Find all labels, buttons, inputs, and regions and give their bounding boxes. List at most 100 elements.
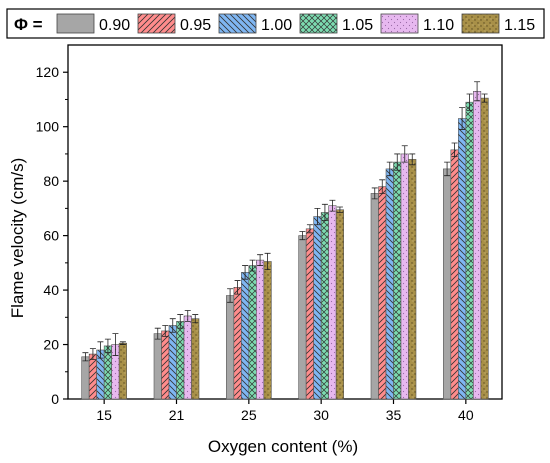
error-bar — [386, 161, 393, 177]
bar — [393, 161, 402, 400]
bar — [103, 345, 112, 400]
bar — [408, 159, 417, 400]
bar — [226, 295, 235, 400]
error-bar — [234, 280, 241, 295]
error-bar — [371, 187, 378, 200]
legend-swatch — [380, 13, 419, 34]
y-tick-label: 0 — [51, 391, 59, 407]
bar — [88, 353, 97, 400]
x-tick-label: 30 — [313, 407, 329, 423]
error-bar — [299, 231, 306, 241]
x-axis-label: Oxygen content (%) — [208, 437, 358, 456]
x-tick-label: 15 — [96, 407, 112, 423]
bar — [183, 315, 192, 400]
error-bar — [264, 252, 271, 271]
y-tick-label: 100 — [36, 119, 60, 135]
error-bar — [401, 145, 408, 163]
legend-swatch — [137, 13, 176, 34]
bar — [313, 216, 322, 400]
error-bar — [451, 142, 458, 158]
error-bar — [329, 199, 336, 212]
bar — [480, 97, 489, 400]
y-tick-label: 20 — [43, 337, 59, 353]
bar — [473, 90, 482, 400]
x-tick-label: 40 — [458, 407, 474, 423]
legend-swatch — [56, 13, 95, 34]
legend-swatch — [299, 13, 338, 34]
bar — [176, 321, 185, 400]
legend-label: 0.95 — [180, 17, 211, 34]
plot-area: 0 20 40 60 80 100 120 15 21 25 30 35 40 — [36, 44, 503, 423]
error-bar — [97, 341, 104, 359]
error-bar — [394, 153, 401, 171]
bar — [118, 342, 127, 400]
bar — [450, 149, 459, 400]
error-bar — [89, 348, 96, 360]
x-tick-label: 25 — [241, 407, 257, 423]
legend-swatch — [461, 13, 500, 34]
bar — [256, 259, 265, 400]
error-bar — [177, 314, 184, 329]
error-bar — [466, 93, 473, 111]
legend-box — [6, 8, 545, 39]
error-bar — [321, 203, 328, 222]
error-bar — [104, 338, 111, 354]
error-bar — [306, 224, 313, 234]
bar — [458, 118, 467, 400]
error-bar — [444, 161, 451, 177]
bar — [191, 318, 200, 400]
error-bar — [249, 259, 256, 272]
bar — [400, 153, 409, 400]
error-bar — [82, 352, 89, 362]
error-bar — [154, 327, 161, 340]
x-tick-label: 21 — [169, 407, 185, 423]
x-tick-label: 35 — [386, 407, 402, 423]
bar — [153, 333, 162, 400]
bar — [465, 101, 474, 400]
legend-label: 1.15 — [504, 17, 535, 34]
error-bar — [162, 325, 169, 337]
error-bar — [474, 81, 481, 102]
bar — [233, 287, 242, 400]
bar — [320, 212, 329, 400]
error-bar — [192, 314, 199, 324]
bar — [305, 228, 314, 400]
bar — [248, 265, 257, 400]
bar — [370, 193, 379, 400]
bar — [241, 272, 250, 400]
error-bar — [242, 265, 249, 280]
legend-label: 1.10 — [423, 17, 454, 34]
error-bar — [459, 107, 466, 130]
y-tick-label: 120 — [36, 64, 60, 80]
bar — [328, 205, 337, 400]
y-tick-label: 40 — [43, 282, 59, 298]
error-bar — [119, 341, 126, 345]
bar — [335, 209, 344, 400]
error-bar — [314, 207, 321, 226]
legend-title: Φ = — [14, 15, 43, 34]
bar — [168, 325, 177, 400]
y-axis-label: Flame velocity (cm/s) — [8, 158, 27, 319]
bar — [81, 356, 90, 400]
bar — [263, 261, 272, 400]
legend-label: 0.90 — [99, 17, 130, 34]
y-tick-label: 80 — [43, 173, 59, 189]
legend: Φ = 0.90 0.95 1.00 1.05 1.10 1.15 — [6, 8, 545, 39]
error-bar — [409, 153, 416, 166]
error-bar — [336, 206, 343, 213]
bar — [298, 235, 307, 400]
bar — [161, 330, 170, 400]
plot-frame — [67, 44, 503, 400]
error-bar — [169, 318, 176, 333]
bar — [378, 186, 387, 400]
y-tick-label: 60 — [43, 228, 59, 244]
bar — [385, 168, 394, 400]
legend-label: 1.05 — [342, 17, 373, 34]
error-bar — [481, 93, 488, 103]
error-bar — [184, 310, 191, 322]
bar — [443, 168, 452, 400]
error-bar — [257, 254, 264, 266]
error-bar — [112, 333, 119, 356]
legend-label: 1.00 — [261, 17, 292, 34]
